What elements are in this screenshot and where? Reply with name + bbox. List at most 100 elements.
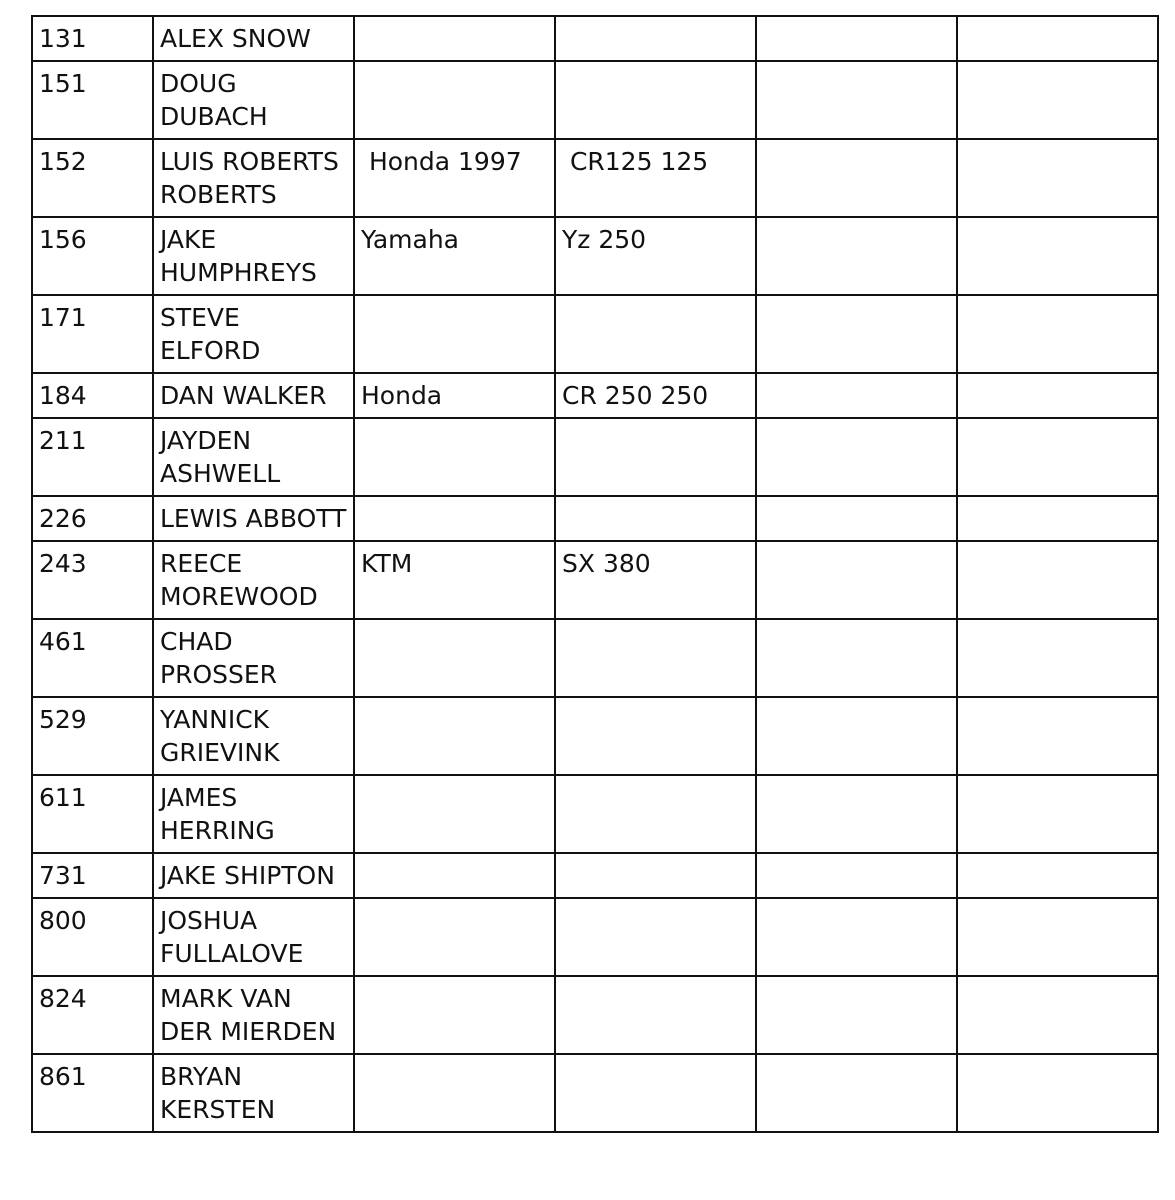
empty-cell <box>755 852 958 899</box>
table-row: 800 JOSHUA FULLALOVE <box>31 897 1159 977</box>
bike-make <box>353 1053 556 1133</box>
bike-model <box>554 975 757 1055</box>
rider-number: 171 <box>31 294 154 374</box>
rider-name: JAKE SHIPTON <box>152 852 355 899</box>
table-row: 529 YANNICK GRIEVINK <box>31 696 1159 776</box>
empty-cell <box>956 975 1159 1055</box>
empty-cell <box>956 294 1159 374</box>
bike-model <box>554 417 757 497</box>
table-row: 731 JAKE SHIPTON <box>31 852 1159 899</box>
table-row: 151 DOUG DUBACH <box>31 60 1159 140</box>
bike-model: CR125 125 <box>554 138 757 218</box>
bike-make <box>353 15 556 62</box>
table-row: 461 CHAD PROSSER <box>31 618 1159 698</box>
table-row: 243 REECE MOREWOOD KTM SX 380 <box>31 540 1159 620</box>
table-row: 184 DAN WALKER Honda CR 250 250 <box>31 372 1159 419</box>
rider-number: 800 <box>31 897 154 977</box>
rider-name: DOUG DUBACH <box>152 60 355 140</box>
rider-number: 226 <box>31 495 154 542</box>
rider-name: DAN WALKER <box>152 372 355 419</box>
empty-cell <box>956 495 1159 542</box>
bike-model <box>554 897 757 977</box>
empty-cell <box>755 417 958 497</box>
bike-make: Honda 1997 <box>353 138 556 218</box>
empty-cell <box>956 372 1159 419</box>
bike-model: Yz 250 <box>554 216 757 296</box>
table-row: 824 MARK VAN DER MIERDEN <box>31 975 1159 1055</box>
empty-cell <box>956 897 1159 977</box>
rider-name: MARK VAN DER MIERDEN <box>152 975 355 1055</box>
bike-model <box>554 696 757 776</box>
rider-number: 211 <box>31 417 154 497</box>
empty-cell <box>956 138 1159 218</box>
rider-name: JAYDEN ASHWELL <box>152 417 355 497</box>
bike-model <box>554 774 757 854</box>
rider-name: BRYAN KERSTEN <box>152 1053 355 1133</box>
empty-cell <box>755 495 958 542</box>
rider-number: 529 <box>31 696 154 776</box>
rider-number: 152 <box>31 138 154 218</box>
empty-cell <box>755 540 958 620</box>
bike-model: CR 250 250 <box>554 372 757 419</box>
bike-make: Honda <box>353 372 556 419</box>
empty-cell <box>755 138 958 218</box>
rider-name: LUIS ROBERTS ROBERTS <box>152 138 355 218</box>
table-row: 156 JAKE HUMPHREYS Yamaha Yz 250 <box>31 216 1159 296</box>
empty-cell <box>755 372 958 419</box>
rider-name: YANNICK GRIEVINK <box>152 696 355 776</box>
bike-model: SX 380 <box>554 540 757 620</box>
empty-cell <box>755 696 958 776</box>
table-row: 861 BRYAN KERSTEN <box>31 1053 1159 1133</box>
bike-make <box>353 294 556 374</box>
bike-make: KTM <box>353 540 556 620</box>
rider-number: 151 <box>31 60 154 140</box>
empty-cell <box>755 294 958 374</box>
empty-cell <box>755 975 958 1055</box>
empty-cell <box>755 618 958 698</box>
empty-cell <box>755 774 958 854</box>
rider-name: JAKE HUMPHREYS <box>152 216 355 296</box>
empty-cell <box>956 774 1159 854</box>
rider-number: 131 <box>31 15 154 62</box>
bike-model <box>554 60 757 140</box>
bike-make <box>353 975 556 1055</box>
table-row: 226 LEWIS ABBOTT <box>31 495 1159 542</box>
table-row: 131 ALEX SNOW <box>31 15 1159 62</box>
rider-number: 861 <box>31 1053 154 1133</box>
bike-model <box>554 294 757 374</box>
rider-name: ALEX SNOW <box>152 15 355 62</box>
rider-name: JOSHUA FULLALOVE <box>152 897 355 977</box>
empty-cell <box>956 852 1159 899</box>
bike-make: Yamaha <box>353 216 556 296</box>
bike-make <box>353 495 556 542</box>
empty-cell <box>755 1053 958 1133</box>
bike-model <box>554 852 757 899</box>
rider-name: REECE MOREWOOD <box>152 540 355 620</box>
rider-number: 461 <box>31 618 154 698</box>
rider-table: 131 ALEX SNOW 151 DOUG DUBACH 152 LUIS ROBERT… <box>31 15 1159 1133</box>
table-row: 152 LUIS ROBERTS ROBERTS Honda 1997 CR125… <box>31 138 1159 218</box>
empty-cell <box>956 696 1159 776</box>
bike-make <box>353 60 556 140</box>
bike-make <box>353 852 556 899</box>
empty-cell <box>755 15 958 62</box>
rider-number: 156 <box>31 216 154 296</box>
empty-cell <box>755 216 958 296</box>
bike-make <box>353 774 556 854</box>
empty-cell <box>956 216 1159 296</box>
bike-make <box>353 696 556 776</box>
empty-cell <box>956 417 1159 497</box>
table-row: 211 JAYDEN ASHWELL <box>31 417 1159 497</box>
bike-model <box>554 1053 757 1133</box>
table-row: 171 STEVE ELFORD <box>31 294 1159 374</box>
bike-model <box>554 15 757 62</box>
rider-name: STEVE ELFORD <box>152 294 355 374</box>
bike-make <box>353 417 556 497</box>
empty-cell <box>755 897 958 977</box>
empty-cell <box>956 1053 1159 1133</box>
rider-number: 731 <box>31 852 154 899</box>
rider-number: 184 <box>31 372 154 419</box>
table-row: 611 JAMES HERRING <box>31 774 1159 854</box>
rider-name: CHAD PROSSER <box>152 618 355 698</box>
rider-number: 243 <box>31 540 154 620</box>
